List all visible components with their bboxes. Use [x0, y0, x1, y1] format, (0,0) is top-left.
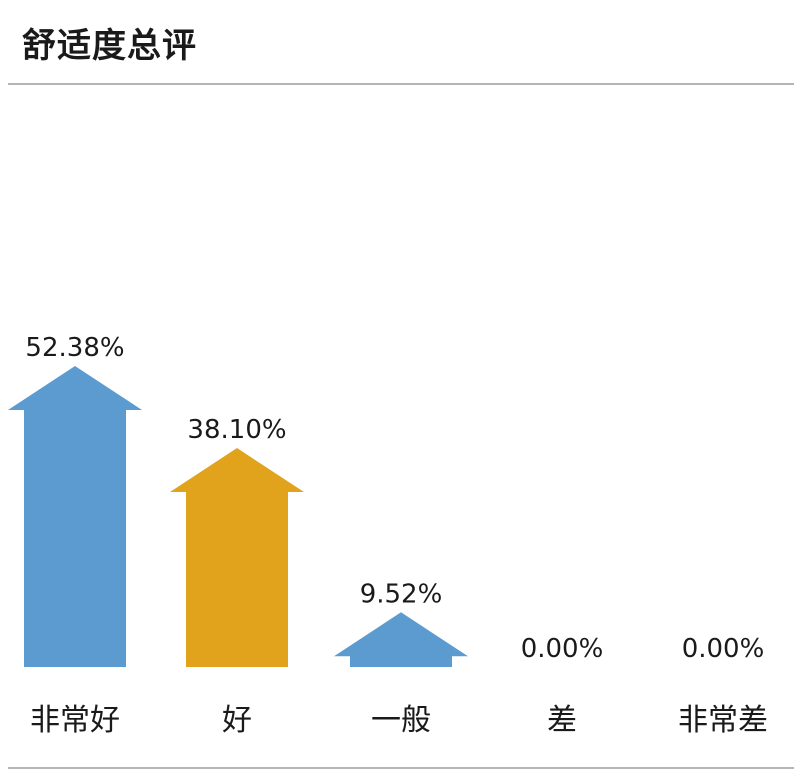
value-label-4: 0.00%: [521, 634, 604, 664]
value-label-5: 0.00%: [682, 634, 765, 664]
category-label-1: 非常好: [30, 703, 120, 738]
top-divider: [8, 83, 794, 85]
value-label-2: 38.10%: [187, 415, 286, 445]
bottom-divider: [8, 767, 794, 769]
bar-1: [8, 366, 142, 667]
bar-3: [334, 612, 468, 667]
category-label-5: 非常差: [678, 703, 768, 738]
bar-2: [170, 448, 304, 667]
value-label-3: 9.52%: [360, 579, 443, 609]
chart-title: 舒适度总评: [22, 26, 197, 66]
value-label-1: 52.38%: [25, 333, 124, 363]
category-label-4: 差: [547, 703, 577, 738]
category-label-3: 一般: [371, 703, 431, 738]
category-label-2: 好: [222, 703, 252, 738]
